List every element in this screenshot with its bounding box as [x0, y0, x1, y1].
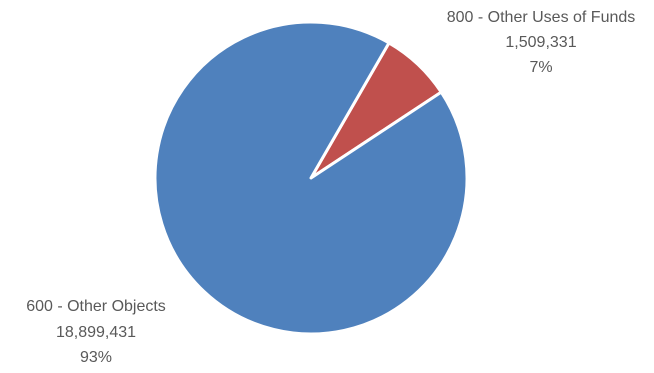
pie-slice-1: [153, 20, 469, 336]
slice-0-percent-label: 7%: [529, 59, 552, 76]
pie-slices: [153, 20, 469, 336]
data-label-1: 600 - Other Objects 18,899,431 93%: [26, 298, 166, 366]
slice-0-name-label: 800 - Other Uses of Funds: [447, 9, 636, 26]
slice-1-percent-label: 93%: [80, 349, 112, 366]
slice-0-value-label: 1,509,331: [505, 34, 576, 51]
slice-1-name-label: 600 - Other Objects: [26, 298, 166, 315]
data-label-0: 800 - Other Uses of Funds 1,509,331 7%: [447, 9, 636, 76]
slice-1-value-label: 18,899,431: [56, 324, 136, 341]
